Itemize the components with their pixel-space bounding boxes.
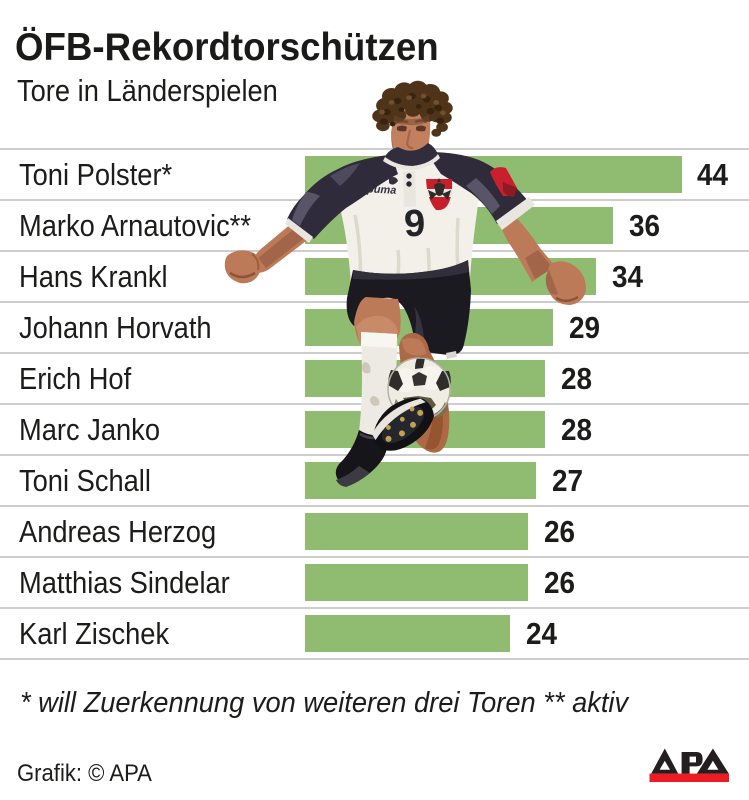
svg-text:puma: puma [366,183,397,197]
svg-text:9: 9 [403,203,426,246]
